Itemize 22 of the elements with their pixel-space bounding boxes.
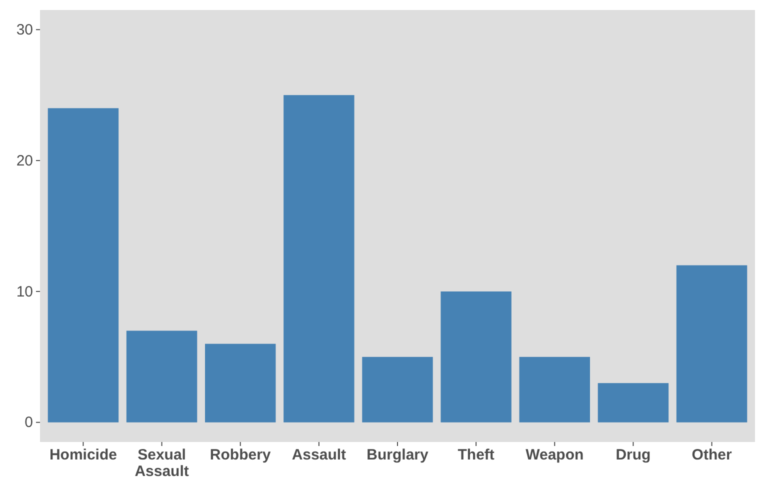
- bar: [362, 356, 433, 422]
- x-tick-label: Assault: [292, 446, 346, 464]
- x-tick-label: Weapon: [526, 446, 584, 464]
- y-tick-label: 0: [24, 414, 33, 432]
- bar: [48, 108, 119, 422]
- bar: [126, 330, 198, 422]
- y-tick-label: 30: [16, 21, 33, 38]
- bar: [598, 383, 669, 422]
- x-tick-label: Homicide: [49, 446, 117, 464]
- y-tick-label: 10: [16, 283, 33, 300]
- bar: [676, 265, 748, 422]
- bar: [440, 291, 512, 422]
- x-tick-label: Theft: [458, 446, 494, 464]
- x-tick-label: Burglary: [366, 446, 429, 464]
- y-tick-label: 20: [16, 152, 33, 170]
- x-tick-label: Other: [692, 446, 732, 464]
- bar: [205, 344, 276, 422]
- x-tick-label: Robbery: [210, 446, 272, 464]
- bar: [519, 356, 590, 422]
- bar: [284, 95, 354, 422]
- x-tick-label: Sexual Assault: [134, 446, 189, 480]
- x-tick-label: Drug: [616, 446, 651, 464]
